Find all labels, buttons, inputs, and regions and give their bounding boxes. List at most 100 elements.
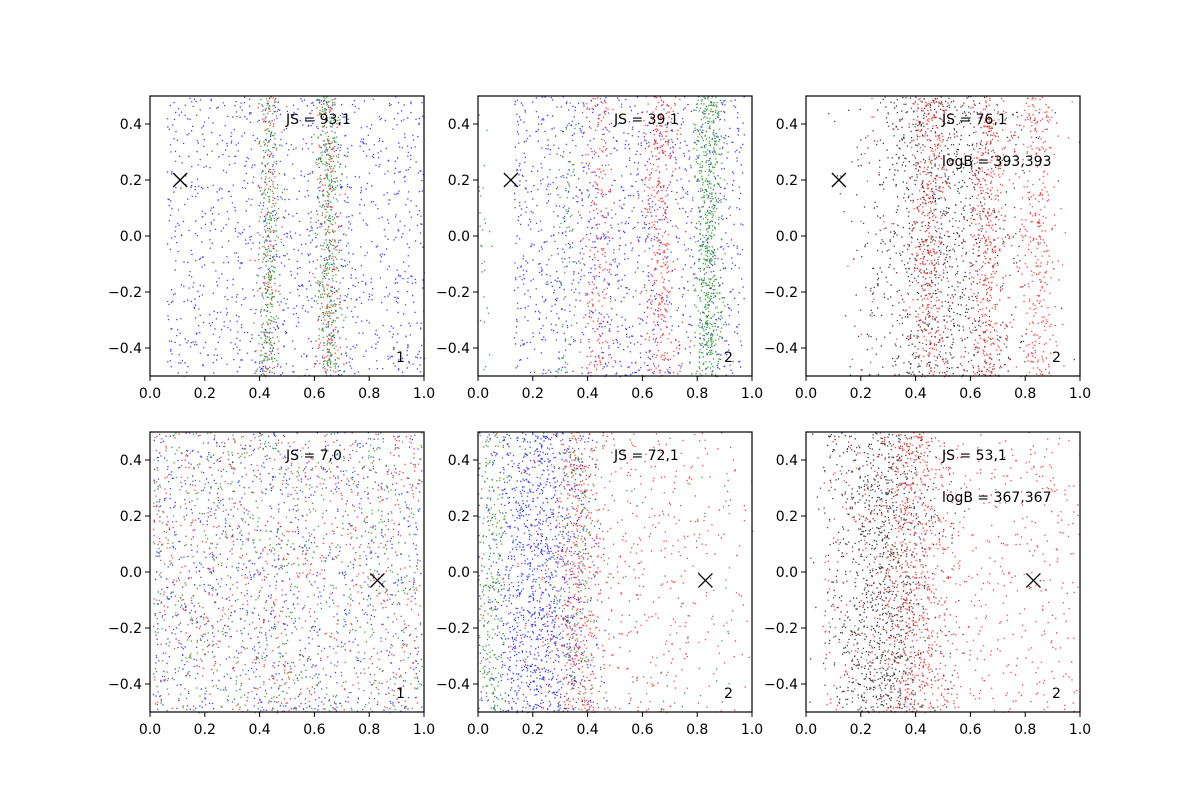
panel-top-left: 0.0 0.2 0.4 0.6 0.8 1.0 −0.4 −0.2 0.0 0.2 0.4 JS =…: [108, 95, 435, 402]
logb-label: logB = 367,367: [942, 490, 1051, 506]
x-tick-label: 0.6: [303, 722, 325, 738]
series-green-points: [152, 432, 423, 714]
x-tick-label: 0.4: [576, 386, 598, 402]
axis-ticks: 0.0 0.2 0.4 0.6 0.8 1.0 −0.4 −0.2 0.0 0.2 0.4: [436, 117, 763, 402]
x-tick-label: 0.6: [631, 722, 653, 738]
y-tick-label: 0.4: [448, 453, 470, 469]
x-tick-label: 0.2: [850, 386, 872, 402]
x-tick-label: 1.0: [413, 386, 435, 402]
x-tick-label: 0.4: [904, 386, 926, 402]
x-tick-label: 0.2: [522, 386, 544, 402]
x-tick-label: 0.0: [467, 386, 489, 402]
x-tick-label: 0.4: [576, 722, 598, 738]
x-tick-label: 0.6: [959, 722, 981, 738]
corner-label: 2: [724, 686, 733, 702]
scatter-points: [809, 432, 1081, 714]
x-marker: [1025, 572, 1041, 588]
y-tick-label: −0.4: [108, 677, 142, 693]
x-tick-label: 0.8: [1014, 722, 1036, 738]
x-marker: [369, 572, 385, 588]
x-tick-label: 0.0: [795, 386, 817, 402]
y-tick-label: 0.0: [120, 565, 142, 581]
y-tick-label: 0.4: [776, 453, 798, 469]
target-marker: [1025, 572, 1041, 588]
js-label: JS = 76,1: [941, 112, 1007, 128]
x-tick-label: 1.0: [413, 722, 435, 738]
scatter-points: [478, 432, 754, 714]
x-tick-label: 0.4: [248, 722, 270, 738]
corner-label: 1: [396, 686, 405, 702]
y-tick-label: −0.4: [108, 341, 142, 357]
x-tick-label: 0.6: [303, 386, 325, 402]
js-label: JS = 93,1: [285, 112, 351, 128]
y-tick-label: 0.2: [448, 509, 470, 525]
x-tick-label: 0.4: [904, 722, 926, 738]
series-black-points: [809, 432, 966, 714]
y-tick-label: 0.2: [120, 173, 142, 189]
x-tick-label: 0.2: [194, 722, 216, 738]
y-tick-label: −0.4: [436, 341, 470, 357]
x-tick-label: 0.8: [1014, 386, 1036, 402]
corner-label: 2: [1052, 350, 1061, 366]
x-tick-label: 0.8: [358, 386, 380, 402]
y-tick-label: 0.0: [448, 229, 470, 245]
y-tick-label: 0.0: [776, 565, 798, 581]
js-label: JS = 53,1: [941, 448, 1007, 464]
y-tick-label: 0.4: [448, 117, 470, 133]
js-label: JS = 7,0: [285, 448, 342, 464]
y-tick-label: 0.0: [120, 229, 142, 245]
scatter-points: [478, 96, 745, 378]
panel-top-middle: 0.0 0.2 0.4 0.6 0.8 1.0 −0.4 −0.2 0.0 0.2 0.4 JS =…: [436, 95, 763, 402]
y-tick-label: −0.4: [764, 677, 798, 693]
panel-bottom-middle: 0.0 0.2 0.4 0.6 0.8 1.0 −0.4 −0.2 0.0 0.2 0.4 JS =…: [436, 431, 763, 738]
y-tick-label: 0.4: [120, 453, 142, 469]
x-tick-label: 0.8: [686, 722, 708, 738]
y-tick-label: −0.2: [436, 621, 470, 637]
x-marker: [831, 172, 847, 188]
y-tick-label: −0.4: [764, 341, 798, 357]
y-tick-label: 0.4: [776, 117, 798, 133]
target-marker: [697, 572, 713, 588]
axis-ticks: 0.0 0.2 0.4 0.6 0.8 1.0 −0.4 −0.2 0.0 0.2 0.4: [436, 453, 763, 738]
y-tick-label: −0.4: [436, 677, 470, 693]
y-tick-label: −0.2: [108, 285, 142, 301]
js-label: JS = 72,1: [613, 448, 679, 464]
x-tick-label: 0.2: [850, 722, 872, 738]
series-red-points: [577, 96, 683, 378]
target-marker: [172, 172, 188, 188]
x-tick-label: 0.0: [795, 722, 817, 738]
js-label: JS = 39,1: [613, 112, 679, 128]
x-tick-label: 0.4: [248, 386, 270, 402]
corner-label: 1: [396, 350, 405, 366]
x-tick-label: 0.8: [358, 722, 380, 738]
corner-label: 2: [724, 350, 733, 366]
panel-bottom-right: 0.0 0.2 0.4 0.6 0.8 1.0 −0.4 −0.2 0.0 0.2 0.4 JS =…: [764, 431, 1091, 738]
x-tick-label: 1.0: [741, 386, 763, 402]
y-tick-label: −0.2: [764, 285, 798, 301]
y-tick-label: −0.2: [436, 285, 470, 301]
series-green-points: [478, 432, 732, 713]
x-marker: [697, 572, 713, 588]
y-tick-label: 0.0: [776, 229, 798, 245]
x-tick-label: 1.0: [741, 722, 763, 738]
target-marker: [831, 172, 847, 188]
x-tick-label: 0.0: [467, 722, 489, 738]
y-tick-label: 0.4: [120, 117, 142, 133]
y-tick-label: −0.2: [764, 621, 798, 637]
y-tick-label: 0.2: [776, 173, 798, 189]
y-tick-label: 0.0: [448, 565, 470, 581]
axis-ticks: 0.0 0.2 0.4 0.6 0.8 1.0 −0.4 −0.2 0.0 0.2 0.4: [764, 453, 1091, 738]
x-tick-label: 0.2: [522, 722, 544, 738]
axis-ticks: 0.0 0.2 0.4 0.6 0.8 1.0 −0.4 −0.2 0.0 0.2 0.4: [108, 117, 435, 402]
x-tick-label: 1.0: [1069, 386, 1091, 402]
y-tick-label: −0.2: [108, 621, 142, 637]
axis-ticks: 0.0 0.2 0.4 0.6 0.8 1.0 −0.4 −0.2 0.0 0.2 0.4: [108, 453, 435, 738]
x-tick-label: 0.0: [139, 386, 161, 402]
y-tick-label: 0.2: [448, 173, 470, 189]
x-marker: [172, 172, 188, 188]
x-tick-label: 0.0: [139, 722, 161, 738]
scatter-points: [152, 432, 423, 714]
x-tick-label: 0.6: [631, 386, 653, 402]
